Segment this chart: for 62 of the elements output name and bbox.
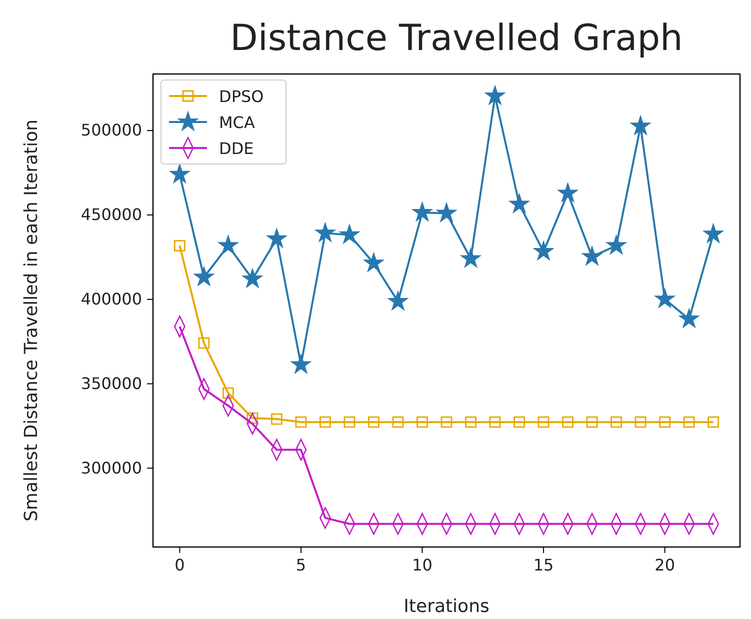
point xyxy=(654,288,675,308)
point xyxy=(538,416,550,428)
point xyxy=(440,416,452,428)
point xyxy=(465,416,476,428)
point xyxy=(198,337,210,349)
point xyxy=(634,416,646,428)
point xyxy=(242,268,262,288)
y-tick-label: 350000 xyxy=(80,374,142,393)
y-tick-label: 400000 xyxy=(80,289,142,308)
point xyxy=(412,202,432,222)
point xyxy=(266,228,287,248)
point xyxy=(222,387,234,399)
point xyxy=(388,291,408,310)
y-tick-label: 450000 xyxy=(80,205,142,224)
point xyxy=(320,416,331,428)
point xyxy=(558,182,578,202)
point xyxy=(703,224,724,243)
point xyxy=(194,266,214,286)
legend-label: DDE xyxy=(219,139,254,158)
legend-label: MCA xyxy=(219,113,255,132)
point xyxy=(485,86,505,105)
point xyxy=(170,164,190,183)
point xyxy=(344,416,356,428)
point xyxy=(610,416,622,428)
point xyxy=(315,222,336,242)
point xyxy=(582,246,602,266)
x-tick-label: 15 xyxy=(533,555,554,574)
point xyxy=(630,116,650,135)
point xyxy=(364,252,384,272)
point xyxy=(509,194,530,213)
point xyxy=(534,241,554,260)
x-tick-label: 0 xyxy=(174,555,185,574)
point xyxy=(586,416,598,428)
x-axis-title: Iterations xyxy=(404,596,490,617)
point xyxy=(708,416,720,428)
point xyxy=(489,416,501,428)
point xyxy=(295,416,307,428)
chart-title: Distance Travelled Graph xyxy=(230,18,683,59)
legend-label: DPSO xyxy=(219,87,264,106)
point xyxy=(683,416,695,428)
point xyxy=(514,416,525,428)
point xyxy=(246,412,258,424)
x-tick-label: 20 xyxy=(654,555,675,574)
point xyxy=(218,235,238,254)
y-tick-label: 500000 xyxy=(80,120,142,140)
point xyxy=(174,240,186,252)
point xyxy=(416,416,428,428)
point xyxy=(392,416,404,428)
point xyxy=(291,354,311,374)
y-axis-title: Smallest Distance Travelled in each Iteration xyxy=(21,120,42,522)
y-tick-label: 300000 xyxy=(80,458,142,478)
point xyxy=(679,308,699,328)
point xyxy=(562,416,574,428)
point xyxy=(368,416,380,428)
point xyxy=(340,224,360,244)
point xyxy=(271,413,282,425)
x-tick-label: 10 xyxy=(412,555,432,574)
point xyxy=(436,202,456,222)
point xyxy=(606,235,626,254)
point xyxy=(659,416,671,428)
point xyxy=(460,248,481,268)
x-tick-label: 5 xyxy=(296,555,306,574)
